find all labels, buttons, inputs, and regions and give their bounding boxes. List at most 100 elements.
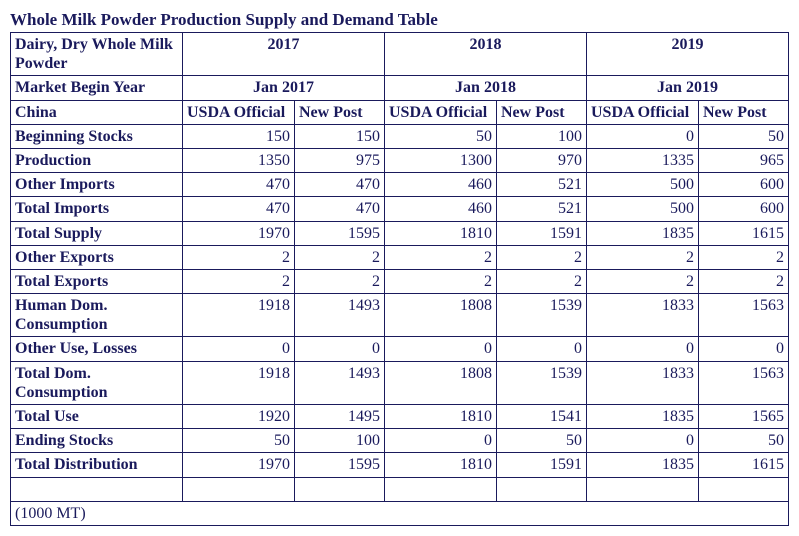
- row-label: Other Imports: [11, 173, 183, 197]
- cell-value: 0: [497, 337, 587, 361]
- cell-value: 0: [385, 337, 497, 361]
- year-2018: 2018: [385, 33, 587, 76]
- table-row: Other Imports470470460521500600: [11, 173, 789, 197]
- row-label: Total Distribution: [11, 453, 183, 477]
- cell-value: 2: [699, 269, 789, 293]
- cell-value: 1835: [587, 405, 699, 429]
- cell-value: 2: [183, 269, 295, 293]
- cell-value: 0: [183, 337, 295, 361]
- cell-value: 1615: [699, 221, 789, 245]
- cell-value: 1539: [497, 294, 587, 337]
- cell-value: 100: [295, 429, 385, 453]
- cell-value: 1335: [587, 148, 699, 172]
- cell-value: 2: [587, 269, 699, 293]
- cell-value: 50: [699, 124, 789, 148]
- row-label: Total Dom. Consumption: [11, 361, 183, 404]
- row-label: Production: [11, 148, 183, 172]
- cell-value: 600: [699, 173, 789, 197]
- table-row: Production135097513009701335965: [11, 148, 789, 172]
- col-newpost-2019: New Post: [699, 100, 789, 124]
- header-row-market-begin: Market Begin Year Jan 2017 Jan 2018 Jan …: [11, 76, 789, 100]
- cell-value: 470: [183, 197, 295, 221]
- cell-value: 1565: [699, 405, 789, 429]
- cell-value: 1833: [587, 361, 699, 404]
- table-row: Total Exports222222: [11, 269, 789, 293]
- cell-value: 1970: [183, 453, 295, 477]
- row-label: Total Exports: [11, 269, 183, 293]
- cell-value: 2: [497, 269, 587, 293]
- blank-row: [11, 477, 789, 501]
- header-row-subcols: China USDA Official New Post USDA Offici…: [11, 100, 789, 124]
- unit-row: (1000 MT): [11, 501, 789, 525]
- table-row: Total Dom. Consumption191814931808153918…: [11, 361, 789, 404]
- row-label: Other Exports: [11, 245, 183, 269]
- cell-value: 521: [497, 197, 587, 221]
- cell-value: 2: [497, 245, 587, 269]
- cell-value: 2: [295, 269, 385, 293]
- cell-value: 970: [497, 148, 587, 172]
- col-newpost-2017: New Post: [295, 100, 385, 124]
- unit-note: (1000 MT): [11, 501, 789, 525]
- mb-2018: Jan 2018: [385, 76, 587, 100]
- header-row-years: Dairy, Dry Whole Milk Powder 2017 2018 2…: [11, 33, 789, 76]
- psd-table: Dairy, Dry Whole Milk Powder 2017 2018 2…: [10, 32, 789, 526]
- table-row: Total Imports470470460521500600: [11, 197, 789, 221]
- cell-value: 150: [183, 124, 295, 148]
- cell-value: 1615: [699, 453, 789, 477]
- cell-value: 470: [295, 197, 385, 221]
- row-label: Ending Stocks: [11, 429, 183, 453]
- cell-value: 2: [295, 245, 385, 269]
- cell-value: 1808: [385, 361, 497, 404]
- cell-value: 460: [385, 173, 497, 197]
- cell-value: 0: [587, 124, 699, 148]
- row-label: Human Dom. Consumption: [11, 294, 183, 337]
- year-2017: 2017: [183, 33, 385, 76]
- country-label: China: [11, 100, 183, 124]
- cell-value: 1595: [295, 453, 385, 477]
- cell-value: 1808: [385, 294, 497, 337]
- cell-value: 1493: [295, 294, 385, 337]
- cell-value: 470: [295, 173, 385, 197]
- cell-value: 600: [699, 197, 789, 221]
- cell-value: 50: [497, 429, 587, 453]
- cell-value: 1539: [497, 361, 587, 404]
- cell-value: 460: [385, 197, 497, 221]
- cell-value: 1495: [295, 405, 385, 429]
- cell-value: 521: [497, 173, 587, 197]
- table-row: Other Use, Losses000000: [11, 337, 789, 361]
- cell-value: 0: [385, 429, 497, 453]
- cell-value: 470: [183, 173, 295, 197]
- row-label: Total Imports: [11, 197, 183, 221]
- cell-value: 50: [183, 429, 295, 453]
- col-usda-2017: USDA Official: [183, 100, 295, 124]
- cell-value: 2: [699, 245, 789, 269]
- cell-value: 100: [497, 124, 587, 148]
- cell-value: 1810: [385, 221, 497, 245]
- cell-value: 0: [587, 429, 699, 453]
- cell-value: 2: [385, 269, 497, 293]
- cell-value: 1591: [497, 453, 587, 477]
- cell-value: 500: [587, 173, 699, 197]
- cell-value: 1970: [183, 221, 295, 245]
- cell-value: 0: [587, 337, 699, 361]
- cell-value: 500: [587, 197, 699, 221]
- cell-value: 1835: [587, 221, 699, 245]
- row-label: Total Supply: [11, 221, 183, 245]
- cell-value: 1563: [699, 361, 789, 404]
- cell-value: 1591: [497, 221, 587, 245]
- cell-value: 1563: [699, 294, 789, 337]
- cell-value: 1595: [295, 221, 385, 245]
- cell-value: 1350: [183, 148, 295, 172]
- cell-value: 975: [295, 148, 385, 172]
- cell-value: 1835: [587, 453, 699, 477]
- market-begin-label: Market Begin Year: [11, 76, 183, 100]
- cell-value: 1918: [183, 294, 295, 337]
- cell-value: 965: [699, 148, 789, 172]
- cell-value: 1810: [385, 405, 497, 429]
- table-row: Human Dom. Consumption191814931808153918…: [11, 294, 789, 337]
- row-label: Total Use: [11, 405, 183, 429]
- mb-2019: Jan 2019: [587, 76, 789, 100]
- cell-value: 2: [587, 245, 699, 269]
- table-title: Whole Milk Powder Production Supply and …: [10, 10, 788, 30]
- mb-2017: Jan 2017: [183, 76, 385, 100]
